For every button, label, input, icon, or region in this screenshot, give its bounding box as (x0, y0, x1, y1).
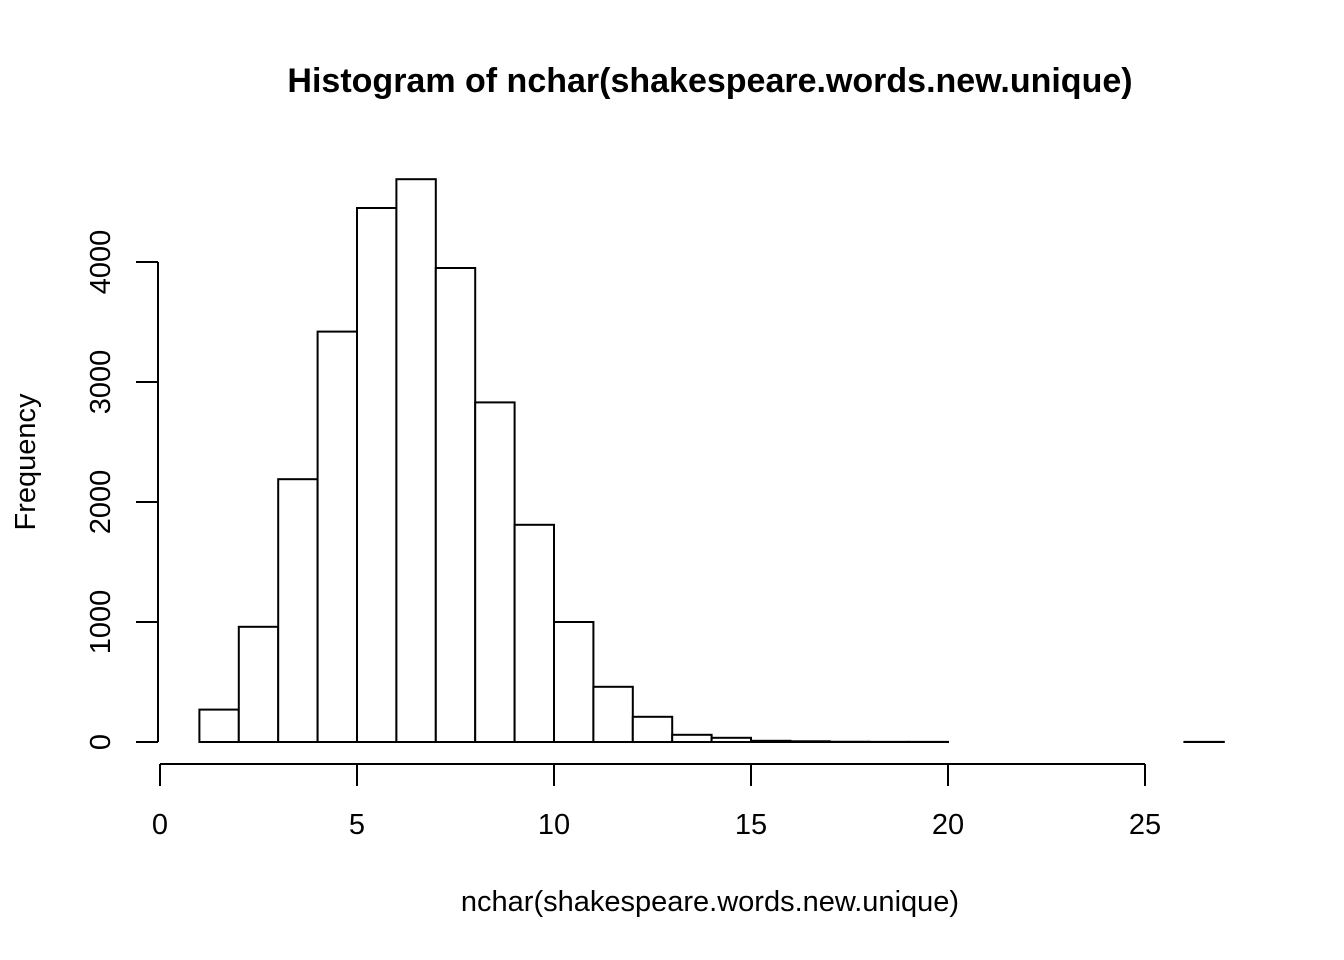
histogram-bar (789, 740, 831, 744)
histogram-bar (631, 715, 674, 743)
x-tick-label: 10 (538, 809, 570, 841)
y-axis-label: Frequency (10, 393, 42, 531)
y-axis-ticks: 0 1000 2000 3000 4000 (85, 230, 158, 750)
histogram-bar (474, 401, 516, 743)
x-tick-label: 0 (152, 809, 168, 841)
histogram-bars (198, 178, 1225, 744)
x-tick-label: 20 (932, 809, 964, 841)
histogram-bar (671, 733, 713, 743)
y-axis: 0 1000 2000 3000 4000 (85, 230, 159, 750)
histogram-bar (277, 478, 319, 743)
y-tick-label: 3000 (85, 350, 117, 415)
histogram-bar (356, 207, 398, 743)
x-axis-ticks: 0 5 10 15 20 25 (152, 764, 1161, 841)
histogram-bar (237, 625, 280, 743)
chart-title: Histogram of nchar(shakespeare.words.new… (287, 62, 1132, 100)
y-tick-label: 4000 (85, 230, 117, 295)
y-tick-label: 2000 (85, 470, 117, 535)
x-axis: 0 5 10 15 20 25 (152, 763, 1161, 841)
histogram-bar (750, 739, 792, 743)
histogram-bar (513, 523, 555, 743)
histogram-bar (553, 621, 595, 743)
x-tick-label: 15 (735, 809, 767, 841)
y-tick-label: 0 (85, 734, 117, 750)
x-tick-label: 5 (349, 809, 365, 841)
x-tick-label: 25 (1129, 809, 1161, 841)
histogram-bar (710, 736, 752, 743)
histogram-bar (395, 178, 437, 743)
x-axis-label: nchar(shakespeare.words.new.unique) (461, 886, 959, 918)
y-tick-label: 1000 (85, 590, 117, 655)
histogram-bar (592, 685, 634, 743)
histogram-bar (434, 267, 477, 743)
histogram-bar (198, 708, 240, 743)
histogram-bar (316, 330, 359, 743)
